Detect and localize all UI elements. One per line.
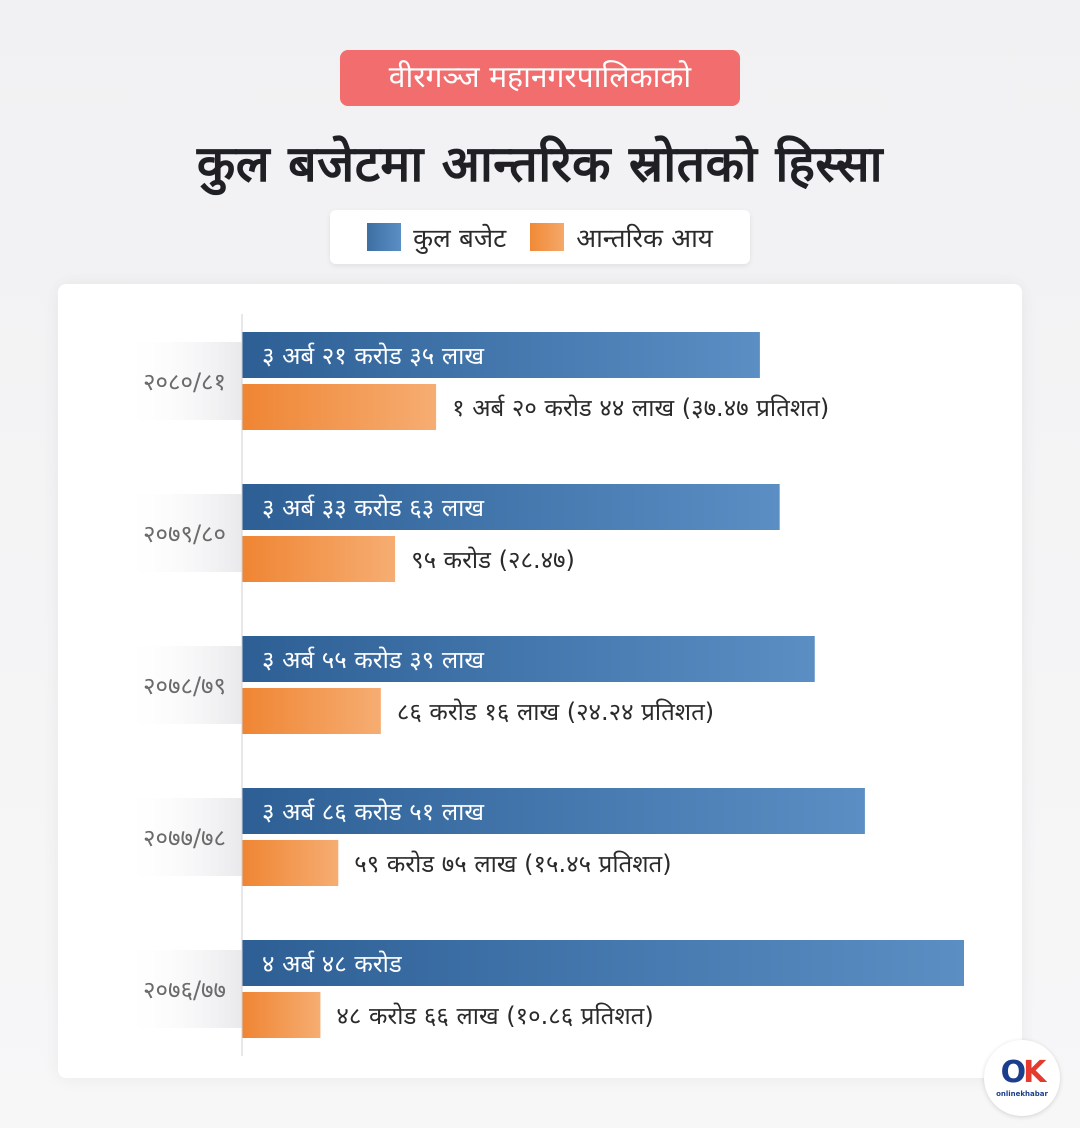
year-label: २०७६/७७ xyxy=(143,976,226,1004)
year-label-band xyxy=(122,950,242,1028)
year-label-band xyxy=(122,494,242,572)
chart-title: कुल बजेटमा आन्तरिक स्रोतको हिस्सा xyxy=(196,135,884,193)
year-label-band xyxy=(122,342,242,420)
year-label: २०८०/८१ xyxy=(143,368,226,396)
bar-label-total-budget: ३ अर्ब २१ करोड ३५ लाख xyxy=(262,342,484,370)
legend-label-total: कुल बजेट xyxy=(413,224,507,254)
bar-total-budget xyxy=(242,636,815,682)
bar-internal-income xyxy=(242,840,339,886)
legend-swatch-income xyxy=(530,223,565,251)
onlinekhabar-logo: OK onlinekhabar xyxy=(984,1040,1060,1116)
bar-internal-income xyxy=(242,992,321,1038)
bar-label-internal-income: ८६ करोड १६ लाख (२४.२४ प्रतिशत) xyxy=(397,698,714,726)
bar-label-total-budget: ३ अर्ब ३३ करोड ६३ लाख xyxy=(262,494,484,522)
bar-total-budget xyxy=(242,940,964,986)
bar-total-budget xyxy=(242,484,780,530)
legend-item-total: कुल बजेट xyxy=(367,219,506,255)
logo-mark: OK xyxy=(1000,1055,1047,1090)
bar-chart: २०८०/८१ ३ अर्ब २१ करोड ३५ लाख १ अर्ब २० कर… xyxy=(122,314,964,1056)
bar-internal-income xyxy=(242,536,396,582)
bar-internal-income xyxy=(242,384,437,430)
bar-label-total-budget: ३ अर्ब ८६ करोड ५१ लाख xyxy=(262,798,484,826)
bar-label-internal-income: ५९ करोड ७५ लाख (१५.४५ प्रतिशत) xyxy=(354,850,671,878)
year-label: २०७७/७८ xyxy=(143,824,226,852)
chart-card: २०८०/८१ ३ अर्ब २१ करोड ३५ लाख १ अर्ब २० कर… xyxy=(58,284,1022,1078)
bar-label-internal-income: १ अर्ब २० करोड ४४ लाख (३७.४७ प्रतिशत) xyxy=(452,394,829,422)
year-label-band xyxy=(122,798,242,876)
legend-swatch-total xyxy=(367,223,402,251)
year-label-band xyxy=(122,646,242,724)
legend-label-income: आन्तरिक आय xyxy=(576,224,713,254)
bar-total-budget xyxy=(242,332,760,378)
bar-internal-income xyxy=(242,688,381,734)
legend-item-income: आन्तरिक आय xyxy=(530,219,713,255)
year-label: २०७८/७९ xyxy=(143,672,226,700)
subtitle-badge: वीरगञ्ज महानगरपालिकाको xyxy=(340,50,740,106)
bar-label-total-budget: ३ अर्ब ५५ करोड ३९ लाख xyxy=(262,646,484,674)
logo-text: onlinekhabar xyxy=(996,1090,1048,1098)
bar-total-budget xyxy=(242,788,865,834)
bar-label-total-budget: ४ अर्ब ४८ करोड xyxy=(262,950,403,978)
chart-legend: कुल बजेट आन्तरिक आय xyxy=(330,210,750,264)
bar-label-internal-income: ४८ करोड ६६ लाख (१०.८६ प्रतिशत) xyxy=(336,1002,653,1030)
year-label: २०७९/८० xyxy=(143,520,226,548)
bar-label-internal-income: ९५ करोड (२८.४७) xyxy=(411,546,575,574)
